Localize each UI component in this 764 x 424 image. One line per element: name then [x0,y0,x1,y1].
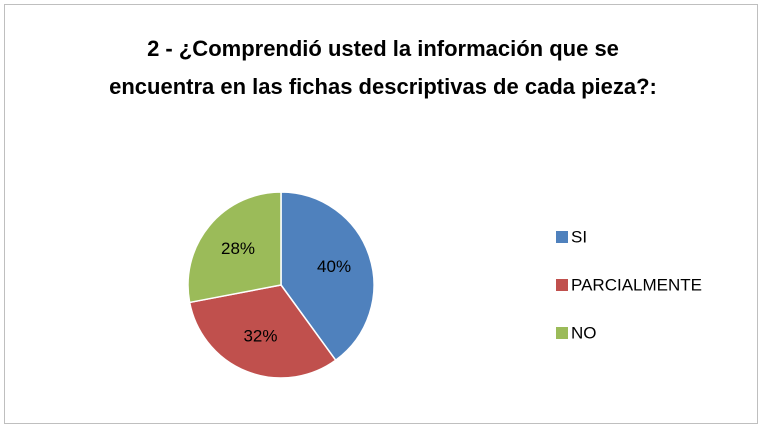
pie-slice [280,191,375,362]
pie-slice [188,284,337,379]
pie-slice [187,191,282,304]
chart: 40% 32% 28% SI PARCIALMENTE NO [187,191,702,379]
legend-swatch [556,231,568,243]
page: {"chart_data": {"type": "pie", "title": … [4,4,758,424]
legend-label: PARCIALMENTE [571,275,702,294]
data-label: 32% [243,326,277,345]
data-label: 40% [317,257,351,276]
legend-label: NO [571,323,597,342]
data-label: 28% [221,239,255,258]
legend-label: SI [571,227,587,246]
chart-title: 2 - ¿Comprendió usted la información que… [109,36,657,99]
legend-swatch [556,327,568,339]
legend-swatch [556,279,568,291]
